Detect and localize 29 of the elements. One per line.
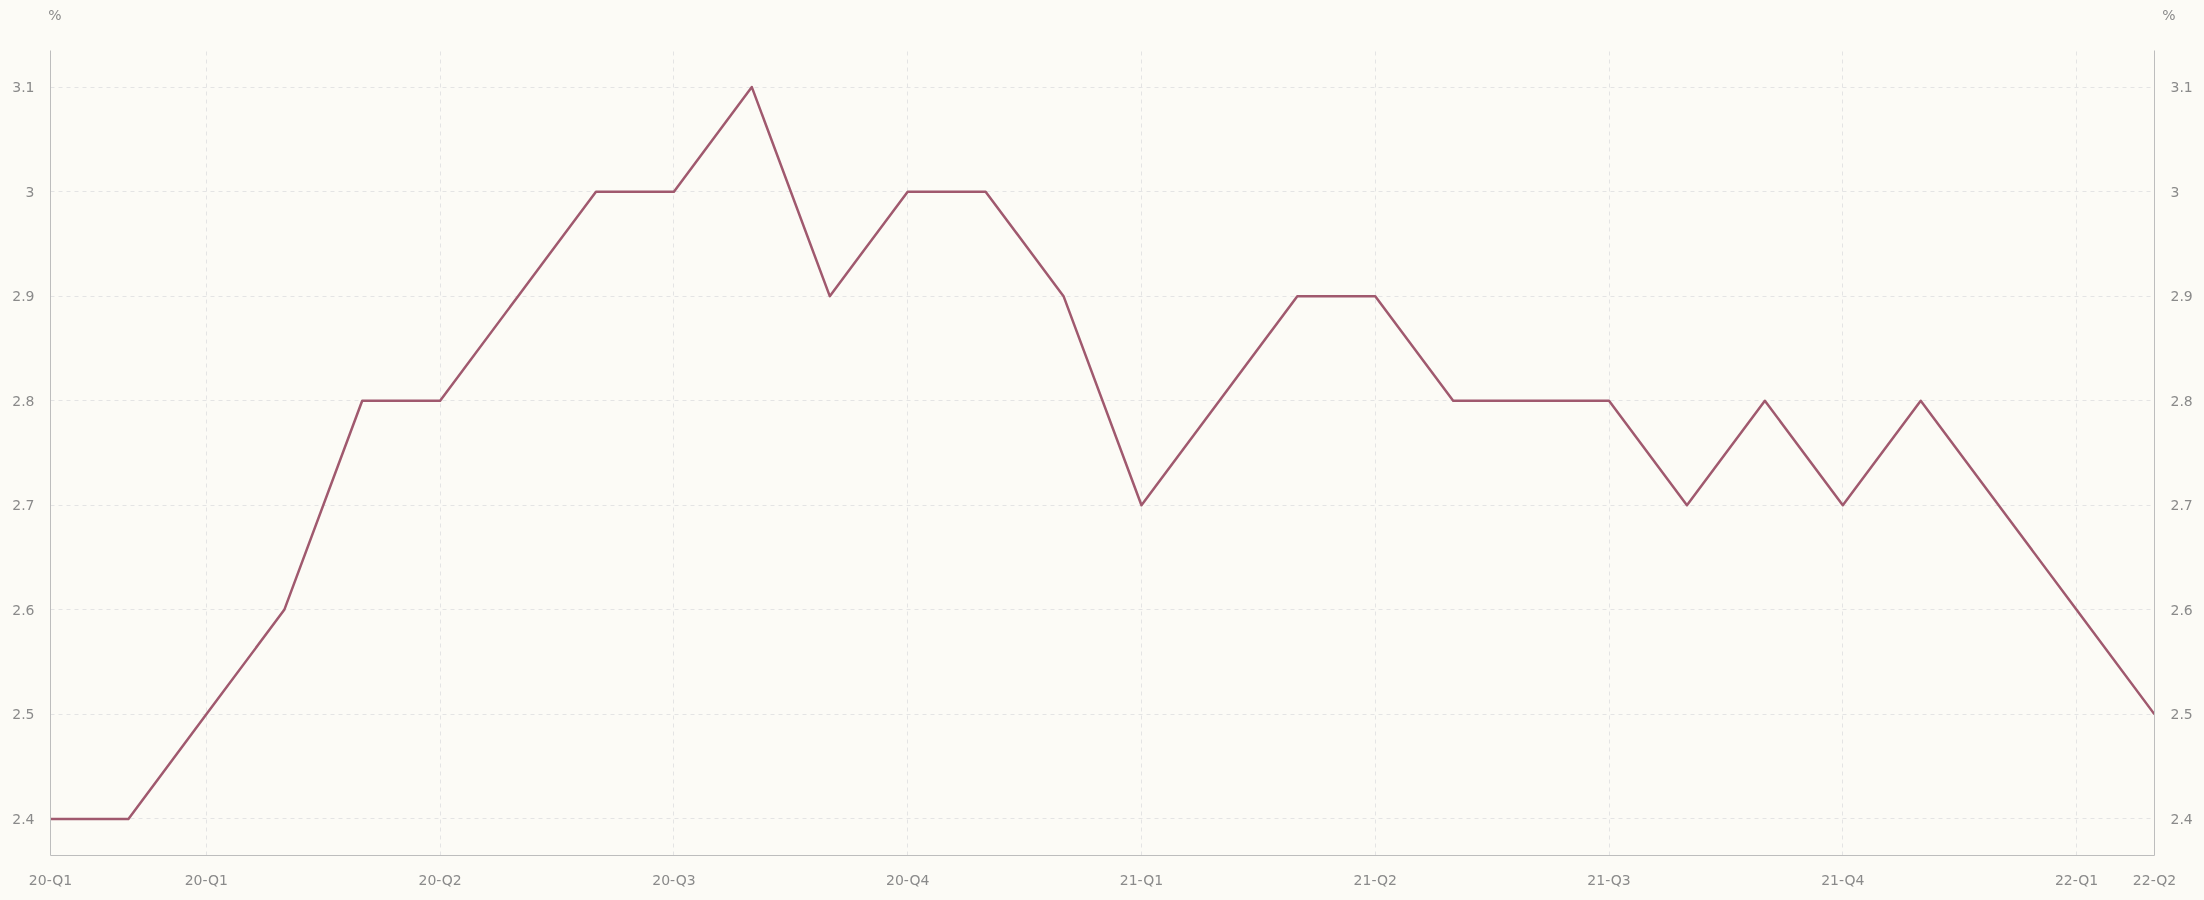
- y-tick-label: 2.6: [12, 601, 35, 618]
- y-tick-label: 2.5: [12, 706, 35, 723]
- x-tick-label: 21-Q4: [1821, 871, 1865, 888]
- y2-tick-label: 2.8: [2170, 392, 2193, 409]
- y2-axis-title: %: [2162, 6, 2176, 25]
- y2-tick-label: 2.7: [2170, 497, 2193, 514]
- y-tick-label: 3.1: [12, 79, 35, 96]
- x-tick-label: 20-Q1: [184, 871, 229, 888]
- y-tick-label: 2.7: [12, 497, 35, 514]
- x-tick-label: 22-Q2: [2132, 871, 2177, 888]
- y2-tick-label: 3: [2170, 183, 2180, 200]
- y2-tick-label: 2.4: [2170, 810, 2193, 827]
- x-tick-label: 21-Q2: [1353, 871, 1397, 888]
- x-tick-label: 22-Q1: [2054, 871, 2099, 888]
- x-tick-label: 21-Q1: [1119, 871, 1164, 888]
- y-tick-label: 2.8: [12, 392, 35, 409]
- y-tick-label: 2.9: [12, 288, 35, 305]
- y-tick-label: 2.4: [12, 810, 35, 827]
- x-tick-label: 20-Q4: [886, 871, 930, 888]
- y-tick-label: 3: [25, 183, 35, 200]
- x-tick-label: 20-Q1: [28, 871, 73, 888]
- y2-tick-label: 2.6: [2170, 601, 2193, 618]
- x-tick-label: 20-Q3: [652, 871, 696, 888]
- y-axis-title: %: [48, 6, 62, 25]
- y2-tick-label: 3.1: [2170, 79, 2193, 96]
- y2-tick-label: 2.5: [2170, 706, 2193, 723]
- y2-tick-label: 2.9: [2170, 288, 2193, 305]
- x-tick-label: 21-Q3: [1587, 871, 1631, 888]
- x-tick-label: 20-Q2: [418, 871, 462, 888]
